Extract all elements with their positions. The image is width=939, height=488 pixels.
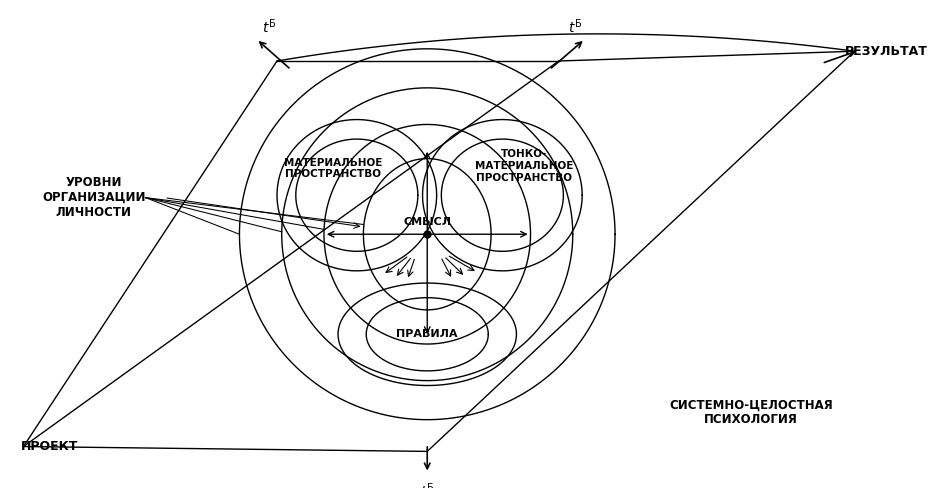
Text: РЕЗУЛЬТАТ: РЕЗУЛЬТАТ — [845, 45, 928, 58]
Text: $t^{\mathrm{Б}}$: $t^{\mathrm{Б}}$ — [420, 482, 435, 488]
Text: СМЫСЛ: СМЫСЛ — [403, 217, 452, 227]
Text: $t^{\mathrm{Б}}$: $t^{\mathrm{Б}}$ — [568, 17, 583, 36]
Text: ПРАВИЛА: ПРАВИЛА — [396, 329, 458, 339]
Text: СИСТЕМНО-ЦЕЛОСТНАЯ
ПСИХОЛОГИЯ: СИСТЕМНО-ЦЕЛОСТНАЯ ПСИХОЛОГИЯ — [670, 398, 833, 427]
Text: ТОНКО-
МАТЕРИАЛЬНОЕ
ПРОСТРАНСТВО: ТОНКО- МАТЕРИАЛЬНОЕ ПРОСТРАНСТВО — [475, 149, 573, 183]
Text: ПРОЕКТ: ПРОЕКТ — [21, 440, 78, 453]
Text: $t^{\mathrm{Б}}$: $t^{\mathrm{Б}}$ — [262, 17, 277, 36]
Text: МАТЕРИАЛЬНОЕ
ПРОСТРАНСТВО: МАТЕРИАЛЬНОЕ ПРОСТРАНСТВО — [285, 158, 382, 179]
Text: УРОВНИ
ОРГАНИЗАЦИИ
ЛИЧНОСТИ: УРОВНИ ОРГАНИЗАЦИИ ЛИЧНОСТИ — [42, 176, 146, 219]
